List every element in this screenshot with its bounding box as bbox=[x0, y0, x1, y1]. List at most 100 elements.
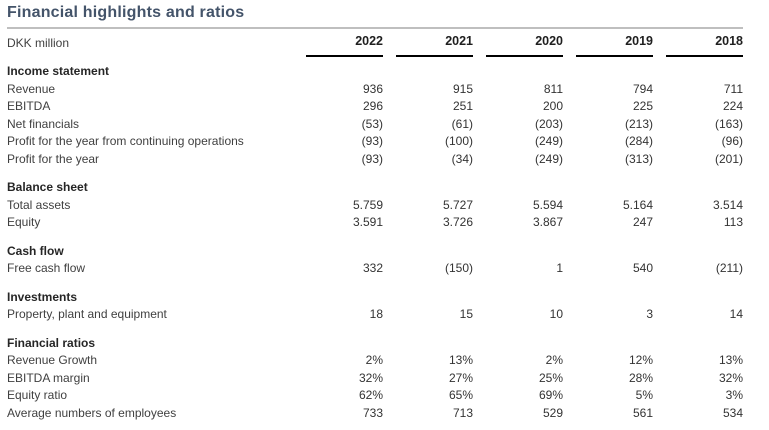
value-cell: 534 bbox=[722, 405, 743, 420]
value-cell: (34) bbox=[451, 151, 473, 166]
table-row: Equity ratio 62% 65% 69% 5% 3% bbox=[7, 387, 743, 405]
value-cell: (211) bbox=[715, 261, 743, 275]
section-header: Income statement bbox=[7, 63, 743, 81]
row-label: Total assets bbox=[7, 197, 71, 212]
year-column-header: 2018 bbox=[666, 29, 743, 57]
value-cell: 25% bbox=[538, 370, 563, 385]
row-label: Average numbers of employees bbox=[7, 405, 177, 420]
table-row: Net financials (53) (61) (203) (213) (163) bbox=[7, 116, 743, 134]
value-cell: (150) bbox=[444, 261, 473, 275]
value-cell: 27% bbox=[448, 370, 473, 385]
row-label: Profit for the year from continuing oper… bbox=[7, 134, 244, 148]
value-cell: (61) bbox=[451, 116, 473, 131]
value-cell: 10 bbox=[549, 307, 563, 321]
value-cell: 28% bbox=[628, 370, 653, 385]
value-cell: 332 bbox=[362, 261, 383, 275]
table-row: Total assets 5.759 5.727 5.594 5.164 3.514 bbox=[7, 197, 743, 215]
table-row: Profit for the year from continuing oper… bbox=[7, 133, 743, 151]
row-label: Free cash flow bbox=[7, 261, 86, 275]
value-cell: 3.726 bbox=[442, 215, 473, 229]
section-header: Balance sheet bbox=[7, 179, 743, 197]
row-label: Revenue Growth bbox=[7, 353, 98, 367]
value-cell: 247 bbox=[632, 215, 653, 229]
value-cell: 5% bbox=[635, 388, 653, 402]
value-cell: 529 bbox=[542, 405, 563, 420]
value-cell: 5.164 bbox=[622, 197, 653, 212]
table-row: Revenue 936 915 811 794 711 bbox=[7, 81, 743, 99]
table-row: Revenue Growth 2% 13% 2% 12% 13% bbox=[7, 352, 743, 370]
value-cell: (96) bbox=[721, 134, 743, 148]
value-cell: (163) bbox=[714, 116, 743, 131]
value-cell: 5.759 bbox=[352, 197, 383, 212]
value-cell: 713 bbox=[452, 405, 473, 420]
value-cell: 15 bbox=[459, 307, 473, 321]
value-cell: (100) bbox=[444, 134, 473, 148]
value-cell: 936 bbox=[362, 81, 383, 96]
year-column-header: 2019 bbox=[576, 29, 653, 57]
table-header-row: DKK million 2022 2021 2020 2019 2018 bbox=[7, 33, 743, 57]
value-cell: (249) bbox=[534, 134, 563, 148]
value-cell: 733 bbox=[362, 405, 383, 420]
value-cell: 3.867 bbox=[532, 215, 563, 229]
section-header-label: Financial ratios bbox=[7, 335, 96, 350]
row-label: Revenue bbox=[7, 81, 56, 96]
value-cell: 540 bbox=[632, 261, 653, 275]
value-cell: 13% bbox=[718, 353, 743, 367]
value-cell: (313) bbox=[624, 151, 653, 166]
value-cell: 12% bbox=[628, 353, 653, 367]
value-cell: 711 bbox=[723, 81, 743, 96]
section-header-label: Cash flow bbox=[7, 243, 64, 258]
section-header: Investments bbox=[7, 289, 743, 307]
value-cell: 811 bbox=[543, 81, 563, 96]
value-cell: 18 bbox=[369, 307, 383, 321]
row-label: EBITDA margin bbox=[7, 370, 90, 385]
table-row: Profit for the year (93) (34) (249) (313) (20… bbox=[7, 151, 743, 169]
table-body: Income statement Revenue 936 915 811 794 711 EB… bbox=[7, 63, 743, 422]
value-cell: 13% bbox=[448, 353, 473, 367]
value-cell: 225 bbox=[632, 99, 653, 113]
value-cell: 915 bbox=[452, 81, 473, 96]
value-cell: (93) bbox=[361, 134, 383, 148]
section-header-label: Income statement bbox=[7, 64, 110, 78]
row-label: Property, plant and equipment bbox=[7, 307, 167, 321]
value-cell: 5.727 bbox=[442, 197, 473, 212]
value-cell: 2% bbox=[545, 353, 563, 367]
value-cell: (213) bbox=[624, 116, 653, 131]
row-label: Profit for the year bbox=[7, 151, 100, 166]
value-cell: 3.591 bbox=[352, 215, 383, 229]
title-divider bbox=[7, 27, 743, 29]
row-label: Net financials bbox=[7, 116, 80, 131]
value-cell: (203) bbox=[534, 116, 563, 131]
value-cell: (249) bbox=[534, 151, 563, 166]
value-cell: 5.594 bbox=[532, 197, 563, 212]
value-cell: 561 bbox=[632, 405, 653, 420]
value-cell: 32% bbox=[718, 370, 743, 385]
year-column-header: 2021 bbox=[396, 29, 473, 57]
value-cell: 62% bbox=[358, 388, 383, 402]
value-cell: 251 bbox=[452, 99, 473, 113]
value-cell: (53) bbox=[361, 116, 383, 131]
value-cell: 296 bbox=[362, 99, 383, 113]
value-cell: (284) bbox=[624, 134, 653, 148]
row-label: EBITDA bbox=[7, 99, 51, 113]
value-cell: 32% bbox=[358, 370, 383, 385]
value-cell: 69% bbox=[538, 388, 563, 402]
value-cell: 3 bbox=[646, 307, 653, 321]
section-header-label: Balance sheet bbox=[7, 180, 88, 194]
table-row: Free cash flow 332 (150) 1 540 (211) bbox=[7, 260, 743, 278]
value-cell: 224 bbox=[722, 99, 743, 113]
year-column-header: 2020 bbox=[486, 29, 563, 57]
table-row: Property, plant and equipment 18 15 10 3 14 bbox=[7, 306, 743, 324]
value-cell: 113 bbox=[723, 215, 743, 229]
row-label: Equity ratio bbox=[7, 388, 68, 402]
year-column-header: 2022 bbox=[306, 29, 383, 57]
value-cell: (201) bbox=[714, 151, 743, 166]
value-cell: 200 bbox=[542, 99, 563, 113]
table-row: EBITDA margin 32% 27% 25% 28% 32% bbox=[7, 370, 743, 388]
value-cell: 65% bbox=[448, 388, 473, 402]
section-header-label: Investments bbox=[7, 289, 78, 304]
section-header: Cash flow bbox=[7, 243, 743, 261]
row-label: Equity bbox=[7, 215, 41, 229]
table-row: Average numbers of employees 733 713 529 561… bbox=[7, 405, 743, 423]
